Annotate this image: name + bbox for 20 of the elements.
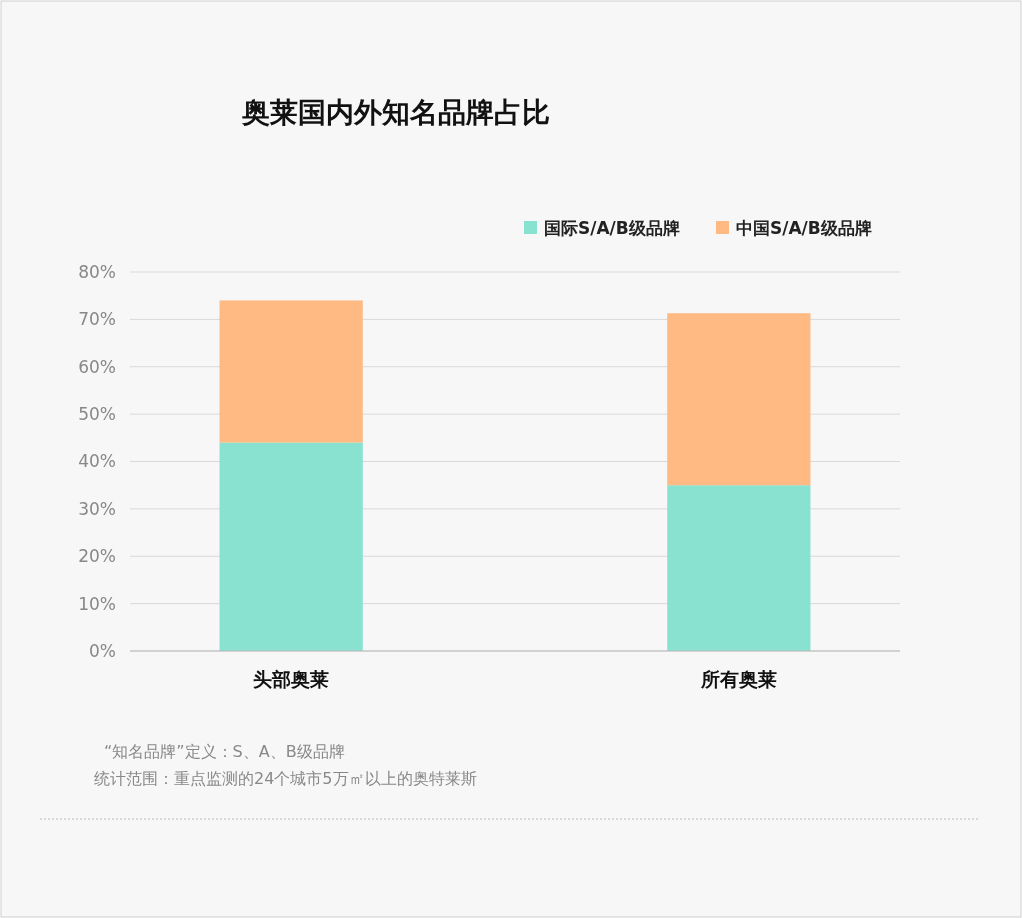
bar [667,485,811,651]
x-tick-label: 所有奥莱 [699,668,777,690]
y-tick-label: 0% [89,640,116,661]
text: 统计范围：重点监测的24个城市5万㎡以上的奥特莱斯 [94,769,477,788]
y-tick-label: 70% [78,309,116,330]
bar [667,313,811,486]
legend-label: 中国S/A/B级品牌 [736,218,872,238]
y-tick-label: 50% [78,404,116,425]
x-tick-label: 头部奥莱 [253,668,330,690]
y-tick-label: 30% [78,498,116,519]
legend-label: 国际S/A/B级品牌 [544,218,680,238]
bar [219,442,363,651]
chart-title: 奥莱国内外知名品牌占比 [241,96,550,129]
y-tick-label: 60% [78,356,116,377]
y-tick-label: 40% [78,451,116,472]
y-tick-label: 80% [78,261,116,282]
y-tick-label: 10% [78,593,116,614]
y-tick-label: 20% [78,546,116,567]
text: “知名品牌”定义：S、A、B级品牌 [104,742,345,761]
bar [219,300,363,443]
